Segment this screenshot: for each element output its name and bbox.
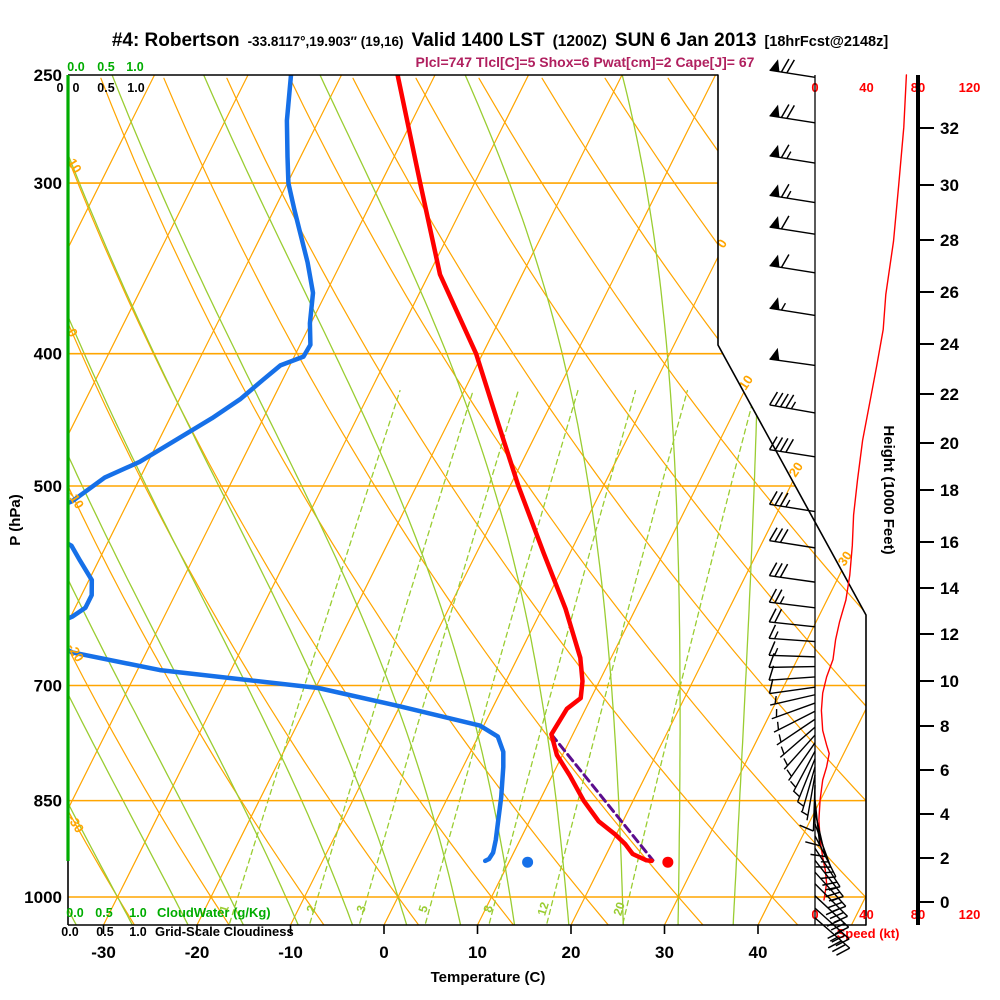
svg-text:1.0: 1.0 [126,60,143,74]
svg-text:1.0: 1.0 [129,925,146,939]
wind-speed-profile [818,74,908,901]
svg-text:0.5: 0.5 [95,906,112,920]
skewt-grid [68,75,866,925]
svg-text:12: 12 [535,900,552,917]
svg-text:-20: -20 [185,943,210,962]
svg-text:0.0: 0.0 [66,906,83,920]
svg-text:1.0: 1.0 [129,906,146,920]
svg-text:250: 250 [34,66,62,85]
svg-text:10: 10 [940,672,959,691]
svg-text:0.0: 0.0 [61,925,78,939]
svg-text:8: 8 [940,717,949,736]
valid-date: SUN 6 Jan 2013 [614,30,757,51]
svg-text:-30: -30 [91,943,116,962]
svg-text:3: 3 [354,903,369,914]
wind-barbs [768,58,851,956]
svg-text:Grid-Scale Cloudiness: Grid-Scale Cloudiness [155,924,294,939]
svg-text:120: 120 [959,907,981,922]
svg-text:40: 40 [749,943,768,962]
svg-text:0: 0 [379,943,388,962]
chart-title: #4: Robertson -33.8117°,19.903″ (19,16) Va… [0,30,1000,52]
forecast-tag: [18hrFcst@2148z] [764,34,889,50]
pressure-gridlines [68,182,866,898]
svg-text:22: 22 [940,385,959,404]
valid-zulu: (1200Z) [552,33,607,50]
cloud-scales: 0.0 0.5 1.0 0 0 0.5 1.0 0.0 0.5 1.0 CloudWater (g/… [57,60,294,939]
svg-text:2: 2 [304,903,319,914]
svg-text:20: 20 [786,459,807,479]
surface-dewpoint-dot [522,856,534,868]
svg-text:Speed (kt): Speed (kt) [837,926,900,941]
svg-text:8: 8 [481,903,496,914]
svg-text:28: 28 [940,231,959,250]
svg-text:30: 30 [835,548,856,568]
svg-text:20: 20 [611,900,628,917]
svg-text:120: 120 [959,80,981,95]
svg-text:Height (1000 Feet): Height (1000 Feet) [880,425,897,554]
station-coords: -33.8117°,19.903″ (19,16) [247,34,404,49]
svg-text:40: 40 [859,907,873,922]
svg-text:500: 500 [34,477,62,496]
svg-text:1.0: 1.0 [127,81,144,95]
svg-text:32: 32 [940,119,959,138]
svg-text:850: 850 [34,792,62,811]
svg-text:20: 20 [562,943,581,962]
parcel-ascent-path [549,732,655,862]
svg-text:Temperature (C): Temperature (C) [431,969,546,986]
svg-text:700: 700 [34,677,62,696]
svg-text:6: 6 [940,761,949,780]
surface-temperature-dot [662,856,674,868]
svg-text:4: 4 [940,805,950,824]
svg-text:12: 12 [940,625,959,644]
svg-text:0: 0 [714,236,730,250]
sounding-profiles [68,75,674,868]
pressure-axis: 250 300 400 500 700 850 1000 P (hPa) [7,66,62,907]
temperature-profile [395,75,654,864]
svg-text:0: 0 [57,81,64,95]
svg-text:40: 40 [859,80,873,95]
svg-text:18: 18 [940,481,959,500]
svg-text:14: 14 [940,579,959,598]
svg-text:300: 300 [34,174,62,193]
svg-text:10: 10 [468,943,487,962]
svg-text:20: 20 [940,434,959,453]
svg-text:0.0: 0.0 [67,60,84,74]
svg-text:16: 16 [940,533,959,552]
plot-borders [66,74,867,926]
svg-text:P (hPa): P (hPa) [7,494,24,545]
svg-text:1000: 1000 [24,888,62,907]
wind-column [814,74,908,925]
stability-parameters: Plcl=747 Tlcl[C]=5 Shox=6 Pwat[cm]=2 Cap… [415,54,755,70]
svg-text:400: 400 [34,345,62,364]
station-name: #4: Robertson [111,30,240,51]
svg-text:24: 24 [940,335,959,354]
svg-text:5: 5 [416,903,431,914]
svg-text:-10: -10 [278,943,303,962]
svg-text:30: 30 [940,176,959,195]
svg-text:0: 0 [73,81,80,95]
temperature-axis: -30 -20 -10 0 10 20 30 40 Temperature (C) [91,925,767,986]
svg-text:26: 26 [940,283,959,302]
svg-text:0: 0 [940,893,949,912]
svg-text:2: 2 [940,849,949,868]
svg-text:1: 1 [217,903,232,914]
dewpoint-profile [68,75,506,864]
valid-time: Valid 1400 LST [411,30,545,51]
svg-text:30: 30 [655,943,674,962]
svg-text:0.5: 0.5 [97,60,114,74]
svg-text:0.5: 0.5 [97,81,114,95]
svg-text:0.5: 0.5 [96,925,113,939]
svg-text:CloudWater (g/Kg): CloudWater (g/Kg) [157,905,271,920]
